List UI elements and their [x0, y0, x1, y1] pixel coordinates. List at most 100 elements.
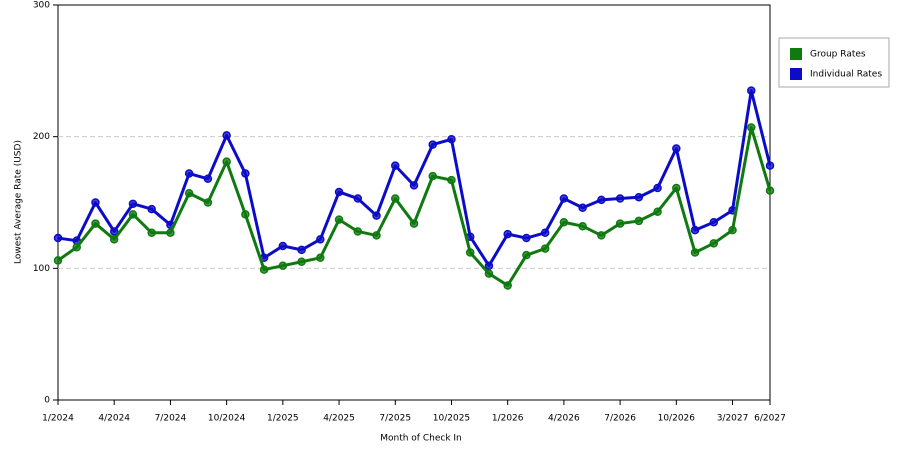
data-point — [503, 281, 512, 290]
data-point — [222, 157, 231, 166]
x-tick-label: 10/2026 — [658, 414, 696, 424]
x-tick-label: 4/2024 — [98, 414, 130, 424]
data-point — [184, 189, 194, 198]
data-point — [297, 245, 306, 255]
data-point — [672, 144, 681, 153]
data-point — [391, 194, 400, 203]
data-point — [53, 256, 63, 265]
data-point — [522, 233, 531, 243]
data-point — [316, 235, 325, 244]
data-point — [353, 194, 363, 203]
data-point — [147, 228, 156, 238]
data-point — [559, 194, 569, 203]
data-point — [672, 183, 681, 193]
data-point — [578, 203, 587, 213]
data-point — [91, 219, 100, 228]
data-point — [166, 228, 175, 238]
data-point — [128, 210, 138, 219]
data-point — [278, 241, 288, 251]
data-point — [484, 269, 494, 278]
y-axis-label: Lowest Average Rate (USD) — [14, 140, 24, 264]
data-point — [203, 198, 213, 207]
x-tick-label: 10/2025 — [433, 414, 470, 424]
data-point — [447, 135, 456, 144]
data-point — [597, 195, 606, 205]
y-tick-label: 300 — [33, 1, 50, 11]
data-point — [522, 250, 531, 260]
data-point — [540, 244, 550, 253]
data-point — [409, 219, 419, 228]
data-point — [278, 261, 288, 270]
x-tick-label: 6/2027 — [754, 414, 786, 424]
data-point — [128, 199, 138, 209]
x-tick-label: 7/2025 — [379, 414, 411, 424]
y-tick-label: 100 — [33, 264, 50, 274]
data-point — [747, 123, 756, 132]
x-tick-label: 10/2024 — [208, 414, 246, 424]
x-tick-label: 1/2025 — [267, 414, 299, 424]
data-point — [559, 218, 569, 227]
data-point — [634, 216, 644, 226]
x-tick-label: 1/2024 — [42, 414, 74, 424]
plot-area — [57, 4, 771, 401]
y-tick-label: 0 — [44, 396, 50, 406]
data-point — [241, 169, 250, 178]
legend-swatch — [790, 68, 802, 80]
data-point — [747, 86, 756, 95]
data-point — [222, 131, 231, 140]
data-point — [484, 261, 494, 270]
data-point — [372, 231, 381, 240]
x-tick-label: 7/2024 — [155, 414, 187, 424]
data-point — [540, 228, 550, 238]
data-point — [334, 187, 344, 197]
data-point — [428, 140, 437, 149]
data-point — [709, 239, 719, 248]
x-tick-label: 4/2026 — [548, 414, 580, 424]
data-point — [690, 225, 700, 235]
data-point — [465, 248, 475, 257]
x-tick-label: 4/2025 — [323, 414, 355, 424]
data-point — [634, 192, 644, 202]
x-axis-label: Month of Check In — [380, 434, 462, 444]
legend-label: Individual Rates — [810, 70, 882, 80]
data-point — [428, 171, 437, 181]
data-point — [653, 207, 662, 216]
x-tick-label: 7/2026 — [604, 414, 636, 424]
data-point — [109, 227, 119, 236]
data-point — [372, 211, 381, 220]
data-point — [259, 265, 269, 274]
data-point — [615, 219, 625, 228]
data-point — [353, 227, 363, 236]
data-point — [597, 231, 606, 240]
data-point — [391, 161, 400, 170]
data-point — [203, 174, 213, 184]
data-point — [690, 248, 700, 257]
y-tick-label: 200 — [33, 132, 50, 142]
data-point — [765, 186, 775, 195]
data-point — [147, 204, 156, 214]
data-point — [578, 221, 587, 231]
data-point — [53, 233, 63, 243]
legend-swatch — [790, 48, 802, 60]
data-point — [615, 194, 625, 203]
data-point — [316, 253, 325, 263]
data-point — [241, 210, 250, 219]
data-point — [297, 257, 306, 266]
legend-label: Group Rates — [810, 50, 866, 60]
data-point — [765, 161, 775, 170]
x-tick-label: 1/2026 — [492, 414, 524, 424]
data-point — [728, 225, 737, 235]
data-point — [72, 243, 81, 252]
data-point — [91, 198, 100, 207]
data-point — [409, 181, 419, 190]
data-point — [184, 169, 194, 178]
data-point — [709, 218, 719, 227]
data-point — [447, 175, 456, 185]
data-point — [653, 183, 662, 193]
data-point — [109, 235, 119, 244]
x-tick-label: 3/2027 — [717, 414, 749, 424]
data-point — [334, 215, 344, 224]
data-point — [503, 229, 512, 239]
